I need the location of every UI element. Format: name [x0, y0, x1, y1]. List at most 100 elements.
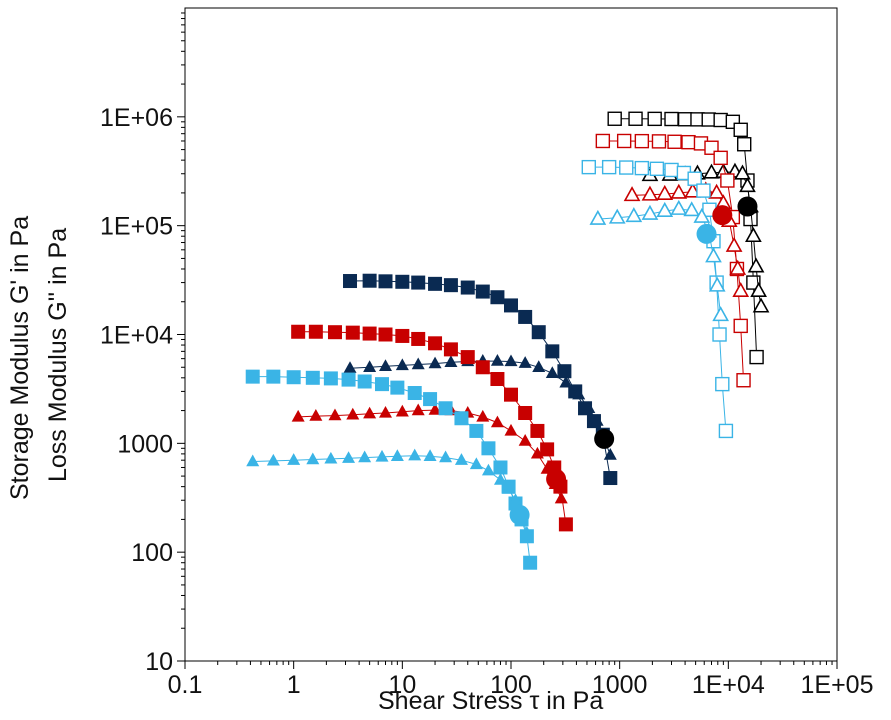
series-layer — [245, 111, 770, 570]
y-tick-label: 1E+04 — [100, 322, 173, 350]
filled-square-marker — [327, 325, 342, 340]
filled-triangle-marker — [504, 354, 518, 367]
filled-square-marker — [423, 392, 438, 407]
filled-square-marker — [518, 309, 533, 324]
open-square-marker — [720, 173, 735, 188]
filled-triangle-marker — [306, 452, 320, 465]
filled-triangle-marker — [390, 449, 404, 461]
series-5 — [589, 199, 730, 322]
filled-square-marker — [475, 360, 490, 375]
filled-square-marker — [438, 401, 453, 416]
filled-square-marker — [411, 275, 426, 290]
filled-triangle-marker — [363, 360, 377, 372]
filled-triangle-marker — [287, 453, 301, 465]
filled-triangle-marker — [346, 407, 360, 420]
filled-square-marker — [530, 423, 545, 438]
open-square-marker — [607, 111, 622, 126]
filled-square-marker — [411, 331, 426, 346]
filled-square-marker — [390, 380, 405, 395]
filled-square-marker — [428, 276, 443, 291]
open-square-marker — [667, 134, 682, 149]
filled-triangle-marker — [481, 463, 495, 476]
filled-triangle-marker — [246, 454, 260, 467]
filled-triangle-marker — [502, 482, 516, 494]
filled-square-marker — [407, 386, 422, 401]
series-8 — [291, 324, 573, 532]
open-triangle-marker — [747, 257, 765, 273]
open-square-marker — [634, 133, 650, 149]
open-triangle-marker — [693, 207, 711, 223]
open-triangle-marker — [684, 182, 702, 198]
filled-square-marker — [378, 274, 393, 289]
filled-square-marker — [378, 327, 393, 342]
filled-triangle-marker — [493, 473, 507, 485]
filled-square-marker — [245, 369, 260, 384]
open-triangle-marker — [725, 236, 743, 252]
open-square-marker — [651, 134, 667, 149]
filled-square-marker — [454, 411, 469, 426]
filled-triangle-marker — [469, 457, 483, 470]
filled-triangle-marker — [554, 491, 568, 504]
filled-triangle-marker — [408, 448, 422, 461]
filled-triangle-marker — [444, 355, 458, 368]
filled-square-marker — [345, 325, 360, 340]
filled-triangle-marker — [508, 493, 522, 505]
filled-triangle-marker — [490, 354, 504, 366]
open-square-marker — [664, 111, 679, 127]
x-tick-label: 1 — [287, 671, 301, 699]
filled-square-marker — [443, 278, 458, 293]
filled-triangle-marker — [518, 434, 532, 446]
filled-square-marker — [443, 342, 458, 357]
open-square-marker — [718, 423, 734, 439]
open-triangle-marker — [739, 177, 756, 193]
filled-triangle-marker — [532, 360, 546, 372]
y-tick-label: 1000 — [117, 430, 173, 458]
filled-triangle-marker — [363, 406, 377, 419]
filled-triangle-marker — [490, 415, 504, 428]
open-triangle-marker — [641, 185, 659, 201]
open-square-marker — [647, 111, 662, 127]
y-axis-label-loss: Loss Modulus G'' in Pa — [44, 227, 72, 482]
open-square-marker — [664, 162, 679, 178]
filled-triangle-marker — [379, 359, 393, 372]
filled-triangle-marker — [504, 423, 518, 436]
filled-triangle-marker — [324, 451, 338, 464]
filled-triangle-marker — [530, 446, 544, 459]
open-square-marker — [736, 373, 751, 388]
open-square-marker — [712, 327, 727, 342]
open-square-marker — [713, 112, 728, 128]
open-square-marker — [595, 133, 611, 149]
x-tick-label: 1E+05 — [801, 671, 874, 699]
filled-triangle-marker — [423, 449, 437, 461]
filled-square-marker — [469, 423, 484, 438]
open-triangle-marker — [745, 227, 762, 243]
filled-triangle-marker — [411, 357, 425, 370]
filled-square-marker — [343, 274, 358, 289]
series-11 — [246, 448, 534, 538]
filled-square-marker — [523, 555, 538, 570]
series-3 — [623, 181, 750, 298]
open-triangle-marker — [729, 259, 747, 275]
filled-square-marker — [518, 405, 533, 420]
filled-triangle-marker — [572, 387, 586, 400]
filled-square-marker — [362, 273, 377, 288]
open-square-marker — [581, 159, 597, 175]
filled-square-marker — [540, 442, 555, 457]
open-square-marker — [715, 376, 730, 392]
open-triangle-marker — [623, 186, 641, 202]
x-tick-label: 1E+04 — [692, 671, 765, 699]
yield-point-marker — [696, 223, 717, 244]
filled-triangle-marker — [454, 453, 468, 465]
x-tick-label: 10 — [388, 671, 416, 699]
open-triangle-marker — [708, 276, 726, 292]
filled-triangle-marker — [439, 450, 453, 463]
filled-square-marker — [341, 372, 356, 387]
open-square-marker — [681, 134, 696, 150]
filled-square-marker — [286, 370, 301, 385]
filled-square-marker — [490, 290, 505, 305]
open-triangle-marker — [734, 164, 751, 180]
open-triangle-marker — [732, 281, 750, 298]
filled-triangle-marker — [395, 404, 409, 417]
open-square-marker — [601, 159, 617, 175]
filled-square-marker — [291, 324, 306, 339]
